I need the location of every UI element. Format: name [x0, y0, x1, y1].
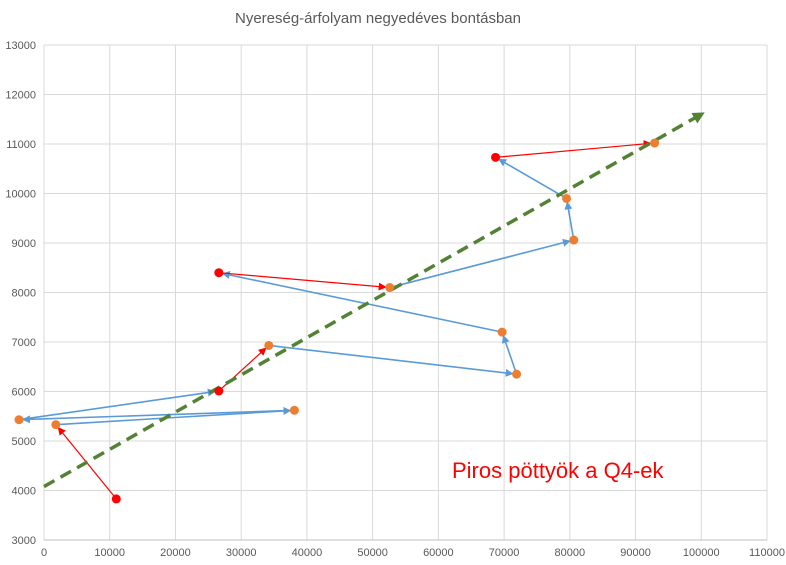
- x-tick-label: 100000: [683, 547, 720, 559]
- x-tick-label: 60000: [423, 547, 454, 559]
- path-segment: [268, 344, 514, 377]
- chart-title: Nyereség-árfolyam negyedéves bontásban: [235, 10, 521, 27]
- data-point: [562, 193, 572, 203]
- annotation-q4: Piros pöttyök a Q4-ek: [452, 458, 665, 483]
- x-tick-label: 70000: [489, 547, 520, 559]
- data-point: [385, 283, 395, 293]
- trendline: [43, 112, 705, 489]
- data-point: [289, 405, 299, 415]
- x-tick-label: 90000: [620, 547, 651, 559]
- y-tick-label: 8000: [12, 288, 36, 300]
- data-point: [497, 327, 507, 337]
- x-tick-label: 40000: [292, 547, 323, 559]
- data-point: [512, 369, 522, 379]
- data-point-q4: [214, 386, 224, 396]
- data-point: [264, 340, 274, 350]
- data-point-q4: [491, 152, 501, 162]
- y-tick-label: 13000: [5, 40, 36, 52]
- path-segment-q4: [495, 140, 652, 158]
- data-point: [51, 420, 61, 430]
- x-tick-label: 110000: [749, 547, 785, 559]
- x-tick-label: 10000: [94, 547, 125, 559]
- y-tick-label: 10000: [5, 189, 36, 201]
- path-segment-q4: [218, 347, 267, 392]
- data-point: [650, 138, 660, 148]
- path-segment-q4: [218, 272, 387, 291]
- path-segment: [18, 388, 216, 421]
- path-segment: [501, 334, 518, 375]
- x-tick-label: 80000: [555, 547, 586, 559]
- path-segment: [564, 201, 575, 241]
- y-tick-label: 9000: [12, 238, 36, 250]
- path-segment: [55, 406, 292, 426]
- path-segment: [22, 409, 295, 424]
- path-segment: [221, 271, 503, 333]
- y-tick-label: 3000: [12, 535, 36, 547]
- y-tick-label: 4000: [12, 486, 36, 498]
- x-tick-label: 20000: [160, 547, 191, 559]
- y-tick-label: 11000: [6, 139, 36, 151]
- y-tick-label: 7000: [12, 337, 36, 349]
- x-tick-label: 30000: [226, 547, 257, 559]
- y-tick-label: 5000: [12, 436, 36, 448]
- data-point: [14, 415, 24, 425]
- y-tick-label: 12000: [5, 90, 36, 102]
- data-point: [569, 235, 579, 245]
- x-tick-label: 50000: [357, 547, 388, 559]
- path-segment: [389, 238, 571, 289]
- y-tick-label: 6000: [12, 387, 36, 399]
- data-point-q4: [214, 268, 224, 278]
- x-tick-label: 0: [41, 547, 47, 559]
- path-segment: [498, 158, 567, 200]
- data-point-q4: [111, 494, 121, 504]
